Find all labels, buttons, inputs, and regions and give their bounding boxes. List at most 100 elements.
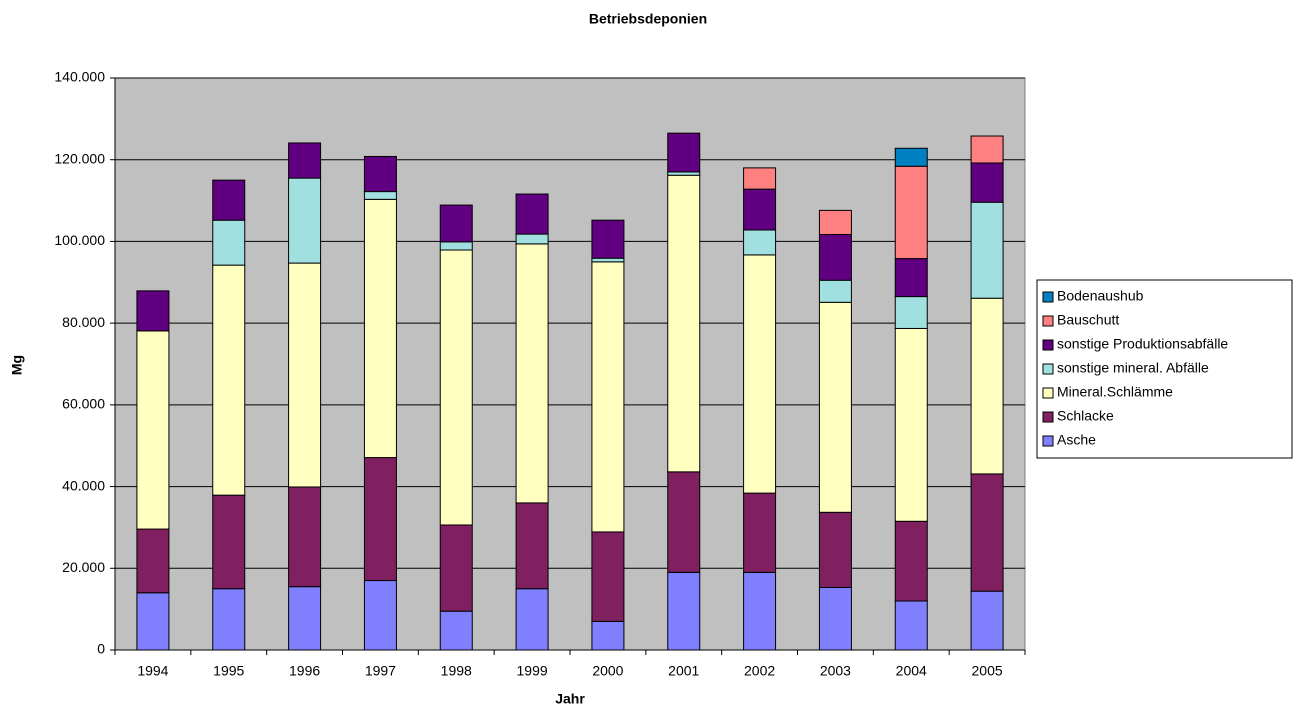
- x-tick-label: 1994: [137, 663, 168, 679]
- legend-swatch: [1042, 411, 1054, 423]
- bar-segment: [970, 590, 1004, 651]
- y-tick-label: 120.000: [54, 150, 105, 166]
- bar-segment: [743, 229, 777, 256]
- bar-segment: [894, 327, 928, 522]
- y-tick-label: 100.000: [54, 232, 105, 248]
- legend-swatch: [1042, 315, 1054, 327]
- bar-segment: [667, 471, 701, 573]
- legend-label: Asche: [1057, 432, 1096, 448]
- bar-segment: [667, 174, 701, 473]
- bar-segment: [515, 233, 549, 245]
- bar-segment: [136, 528, 170, 594]
- bar-segment: [970, 297, 1004, 475]
- bar-segment: [136, 290, 170, 332]
- x-tick-label: 2002: [744, 663, 775, 679]
- legend-label: Bauschutt: [1057, 312, 1119, 328]
- bar-segment: [136, 330, 170, 530]
- bar-segment: [743, 254, 777, 494]
- legend-swatch: [1042, 387, 1054, 399]
- bar-segment: [667, 132, 701, 173]
- bar-segment: [439, 610, 473, 651]
- x-tick-label: 2003: [820, 663, 851, 679]
- bar-segment: [288, 586, 322, 651]
- bar-segment: [818, 586, 852, 651]
- legend-label: Bodenaushub: [1057, 288, 1144, 304]
- bar-segment: [894, 258, 928, 298]
- plot-area: [114, 77, 1026, 651]
- legend-swatch: [1042, 291, 1054, 303]
- x-tick-label: 1996: [289, 663, 320, 679]
- x-tick-label: 2005: [972, 663, 1003, 679]
- x-tick-label: 2000: [592, 663, 623, 679]
- y-tick-label: 0: [97, 641, 105, 657]
- y-tick-label: 140.000: [54, 69, 105, 85]
- bar-segment: [439, 524, 473, 612]
- legend-swatch: [1042, 339, 1054, 351]
- bar-segment: [212, 179, 246, 221]
- bar-segment: [591, 261, 625, 533]
- legend-box: [1036, 279, 1293, 459]
- bar-segment: [212, 264, 246, 496]
- bar-segment: [818, 279, 852, 303]
- x-tick-label: 2004: [896, 663, 927, 679]
- bar-segment: [591, 257, 625, 263]
- bar-segment: [363, 198, 397, 459]
- bar-segment: [363, 457, 397, 582]
- bar-segment: [515, 588, 549, 651]
- bar-segment: [439, 241, 473, 251]
- bar-segment: [288, 142, 322, 179]
- legend-label: sonstige Produktionsabfälle: [1057, 336, 1228, 352]
- bar-segment: [515, 502, 549, 590]
- bar-segment: [818, 209, 852, 235]
- legend-label: Schlacke: [1057, 408, 1114, 424]
- bar-segment: [970, 135, 1004, 164]
- x-tick-label: 1999: [517, 663, 548, 679]
- bar-segment: [212, 219, 246, 266]
- bar-segment: [743, 167, 777, 190]
- bar-segment: [970, 162, 1004, 203]
- bar-segment: [515, 243, 549, 504]
- x-tick-label: 2001: [668, 663, 699, 679]
- bar-segment: [591, 219, 625, 259]
- bar-segment: [288, 262, 322, 488]
- bar-segment: [743, 492, 777, 573]
- bar-segment: [212, 494, 246, 590]
- y-axis-label: Mg: [9, 355, 25, 375]
- bar-segment: [363, 155, 397, 193]
- bar-segment: [591, 531, 625, 622]
- legend-swatch: [1042, 435, 1054, 447]
- x-axis-label: Jahr: [555, 691, 585, 707]
- y-tick-label: 40.000: [62, 477, 105, 493]
- x-tick-label: 1995: [213, 663, 244, 679]
- bar-segment: [212, 588, 246, 651]
- bar-segment: [894, 520, 928, 602]
- bar-segment: [818, 233, 852, 281]
- x-tick-label: 1997: [365, 663, 396, 679]
- bar-segment: [894, 165, 928, 260]
- y-tick-label: 20.000: [62, 559, 105, 575]
- bar-segment: [818, 301, 852, 513]
- bar-segment: [363, 191, 397, 200]
- bar-segment: [288, 486, 322, 588]
- chart-title: Betriebsdeponien: [589, 11, 707, 27]
- bar-segment: [894, 296, 928, 329]
- bar-segment: [970, 201, 1004, 299]
- legend-label: Mineral.Schlämme: [1057, 384, 1173, 400]
- bar-segment: [970, 473, 1004, 592]
- legend-swatch: [1042, 363, 1054, 375]
- bar-segment: [288, 177, 322, 264]
- bar-segment: [439, 204, 473, 243]
- bar-segment: [591, 620, 625, 651]
- bar-segment: [743, 571, 777, 651]
- bar-segment: [515, 193, 549, 235]
- bar-segment: [439, 249, 473, 526]
- x-tick-label: 1998: [441, 663, 472, 679]
- bar-segment: [363, 580, 397, 651]
- bar-segment: [818, 511, 852, 588]
- bar-segment: [136, 592, 170, 651]
- bar-segment: [894, 600, 928, 651]
- y-tick-label: 80.000: [62, 314, 105, 330]
- y-tick-label: 60.000: [62, 396, 105, 412]
- bar-segment: [667, 571, 701, 651]
